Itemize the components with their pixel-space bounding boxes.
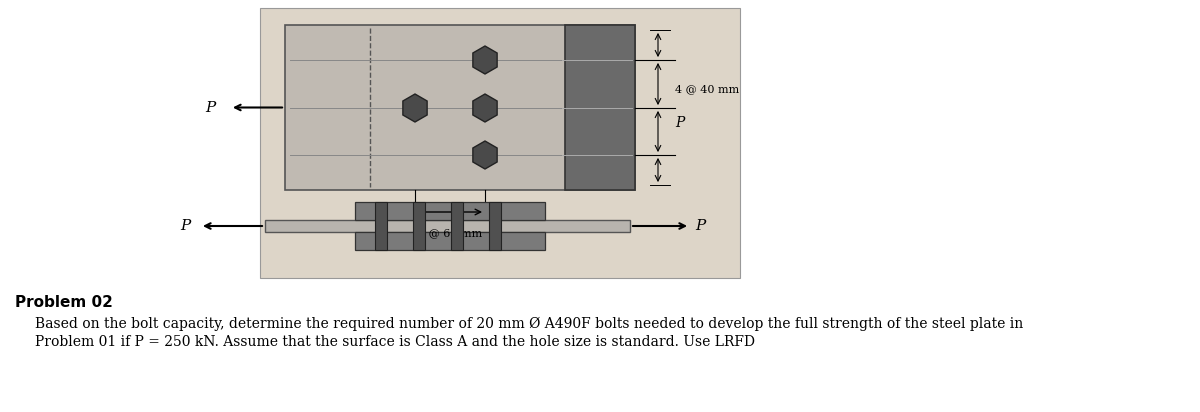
Bar [565,25,635,190]
Text: P: P [695,219,706,233]
Text: P: P [180,219,190,233]
Bar [260,8,740,278]
Text: 2 @ 60 mm: 2 @ 60 mm [418,228,482,238]
Polygon shape [473,94,497,122]
Bar [265,220,630,232]
Text: P: P [205,101,215,115]
Polygon shape [473,46,497,74]
Bar [451,202,463,250]
Bar [374,202,386,250]
Polygon shape [473,141,497,169]
Bar [355,232,545,250]
Polygon shape [403,94,427,122]
Text: P: P [674,115,684,129]
Text: 4 @ 40 mm: 4 @ 40 mm [674,84,739,94]
Bar [286,25,635,190]
Text: Problem 02: Problem 02 [14,295,113,310]
Bar [490,202,502,250]
Text: Based on the bolt capacity, determine the required number of 20 mm Ø A490F bolts: Based on the bolt capacity, determine th… [35,317,1024,331]
Bar [413,202,425,250]
Bar [355,202,545,220]
Text: Problem 01 if P = 250 kN. Assume that the surface is Class A and the hole size i: Problem 01 if P = 250 kN. Assume that th… [35,335,755,349]
